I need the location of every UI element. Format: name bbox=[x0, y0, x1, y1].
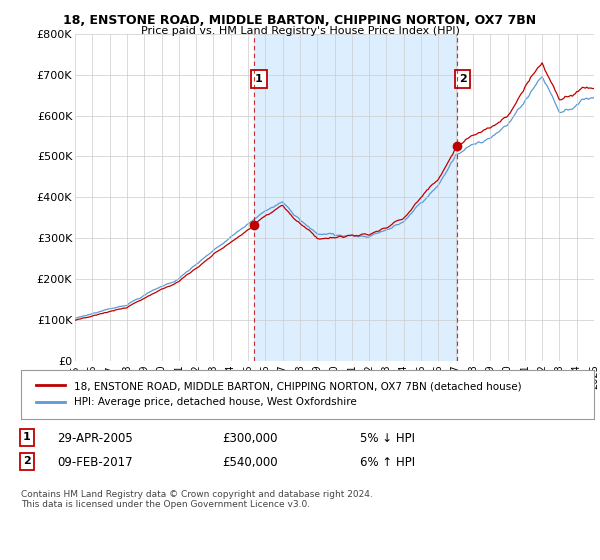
Text: 5% ↓ HPI: 5% ↓ HPI bbox=[360, 432, 415, 445]
Text: Price paid vs. HM Land Registry's House Price Index (HPI): Price paid vs. HM Land Registry's House … bbox=[140, 26, 460, 36]
Legend: 18, ENSTONE ROAD, MIDDLE BARTON, CHIPPING NORTON, OX7 7BN (detached house), HPI:: 18, ENSTONE ROAD, MIDDLE BARTON, CHIPPIN… bbox=[32, 377, 526, 412]
Text: £540,000: £540,000 bbox=[222, 456, 278, 469]
Bar bbox=[254, 34, 457, 361]
Text: Contains HM Land Registry data © Crown copyright and database right 2024.
This d: Contains HM Land Registry data © Crown c… bbox=[21, 490, 373, 510]
Text: 1: 1 bbox=[255, 74, 263, 83]
Text: 2: 2 bbox=[23, 456, 31, 466]
Text: 29-APR-2005: 29-APR-2005 bbox=[57, 432, 133, 445]
Text: 09-FEB-2017: 09-FEB-2017 bbox=[57, 456, 133, 469]
Text: £300,000: £300,000 bbox=[222, 432, 277, 445]
Text: 6% ↑ HPI: 6% ↑ HPI bbox=[360, 456, 415, 469]
Text: 18, ENSTONE ROAD, MIDDLE BARTON, CHIPPING NORTON, OX7 7BN: 18, ENSTONE ROAD, MIDDLE BARTON, CHIPPIN… bbox=[64, 14, 536, 27]
Text: 1: 1 bbox=[23, 432, 31, 442]
Text: 2: 2 bbox=[458, 74, 466, 83]
